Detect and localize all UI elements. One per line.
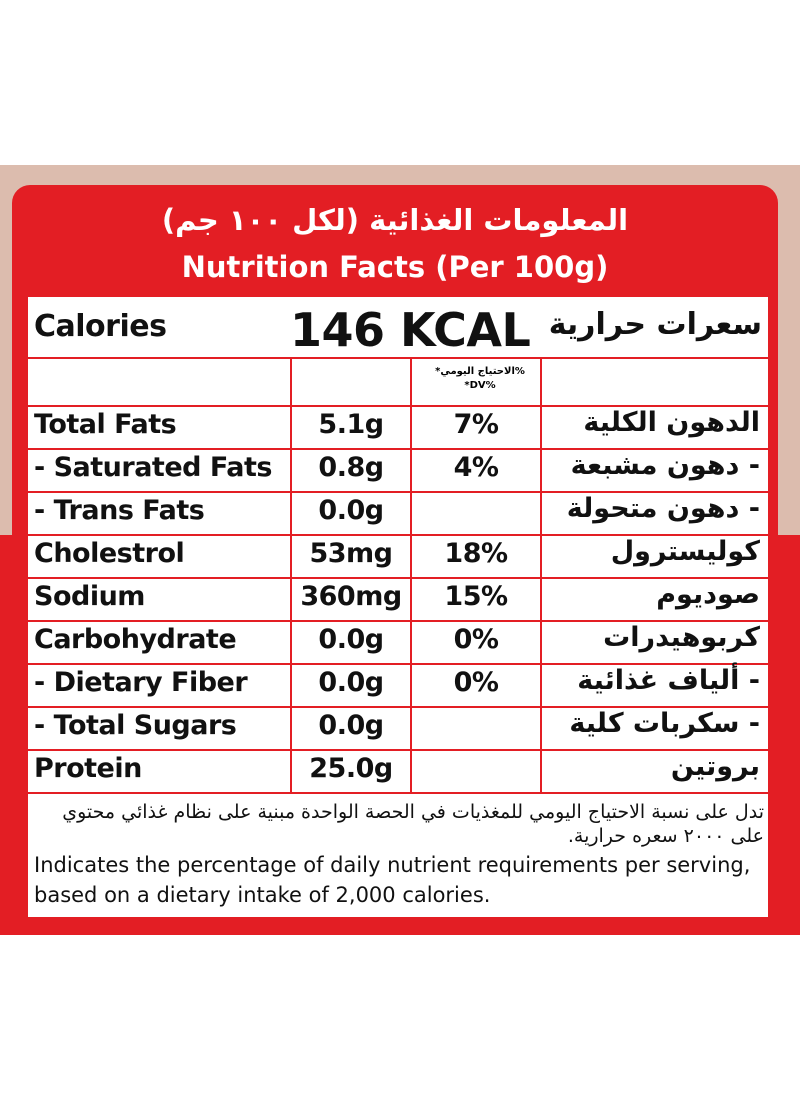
row-dv: 18% <box>444 538 508 569</box>
row-name: - Saturated Fats <box>34 452 272 483</box>
row-amount: 0.8g <box>318 452 384 483</box>
row-dv: 0% <box>453 667 499 698</box>
row-name: Cholestrol <box>34 538 185 569</box>
column-rule <box>290 359 292 792</box>
row-name: Total Fats <box>34 409 177 440</box>
dv-header: %الاحتياج اليومي* %DV* <box>435 366 525 391</box>
rule <box>28 577 768 579</box>
row-amount: 53mg <box>309 538 393 569</box>
rule <box>28 663 768 665</box>
rule <box>28 491 768 493</box>
column-rule <box>540 359 542 792</box>
row-name: - Dietary Fiber <box>34 667 248 698</box>
row-amount: 0.0g <box>318 710 384 741</box>
row-arabic: - سكربات كلية <box>569 708 760 739</box>
row-arabic: بروتين <box>670 751 761 782</box>
row-arabic: - ألياف غذائية <box>577 665 760 696</box>
rule <box>28 620 768 622</box>
rule <box>28 357 768 359</box>
table-panel: Calories 146 KCAL سعرات حرارية %الاحتياج… <box>28 297 768 917</box>
row-name: - Total Sugars <box>34 710 237 741</box>
rule <box>28 749 768 751</box>
rule <box>28 706 768 708</box>
row-amount: 5.1g <box>318 409 384 440</box>
row-arabic: كوليسترول <box>610 536 761 567</box>
row-amount: 360mg <box>300 581 402 612</box>
footnote-arabic: تدل على نسبة الاحتياج اليومي للمغذيات في… <box>62 801 764 847</box>
rule <box>28 534 768 536</box>
row-dv: 4% <box>453 452 499 483</box>
row-arabic: - دهون مشبعة <box>570 450 761 481</box>
row-amount: 25.0g <box>309 753 393 784</box>
row-name: Carbohydrate <box>34 624 237 655</box>
footnote-english: Indicates the percentage of daily nutrie… <box>34 853 751 907</box>
row-amount: 0.0g <box>318 667 384 698</box>
row-amount: 0.0g <box>318 495 384 526</box>
title: Nutrition Facts (Per 100g) <box>181 250 609 284</box>
calories-label: Calories <box>34 309 167 344</box>
row-name: - Trans Fats <box>34 495 205 526</box>
row-arabic: كربوهيدرات <box>603 622 760 653</box>
row-name: Sodium <box>34 581 145 612</box>
calories-arabic: سعرات حرارية <box>548 307 763 342</box>
rule <box>28 448 768 450</box>
row-arabic: الدهون الكلية <box>583 407 760 438</box>
calories-value: 146 KCAL <box>290 303 531 357</box>
row-arabic: صوديوم <box>656 579 760 610</box>
row-arabic: - دهون متحولة <box>566 493 761 524</box>
row-name: Protein <box>34 753 142 784</box>
row-amount: 0.0g <box>318 624 384 655</box>
rule <box>28 792 768 794</box>
row-dv: 15% <box>444 581 508 612</box>
column-rule <box>410 359 412 792</box>
row-dv: 7% <box>453 409 499 440</box>
rule <box>28 405 768 407</box>
arabic-title: المعلومات الغذائية (لكل ١٠٠ جم) <box>161 203 629 237</box>
row-dv: 0% <box>453 624 499 655</box>
